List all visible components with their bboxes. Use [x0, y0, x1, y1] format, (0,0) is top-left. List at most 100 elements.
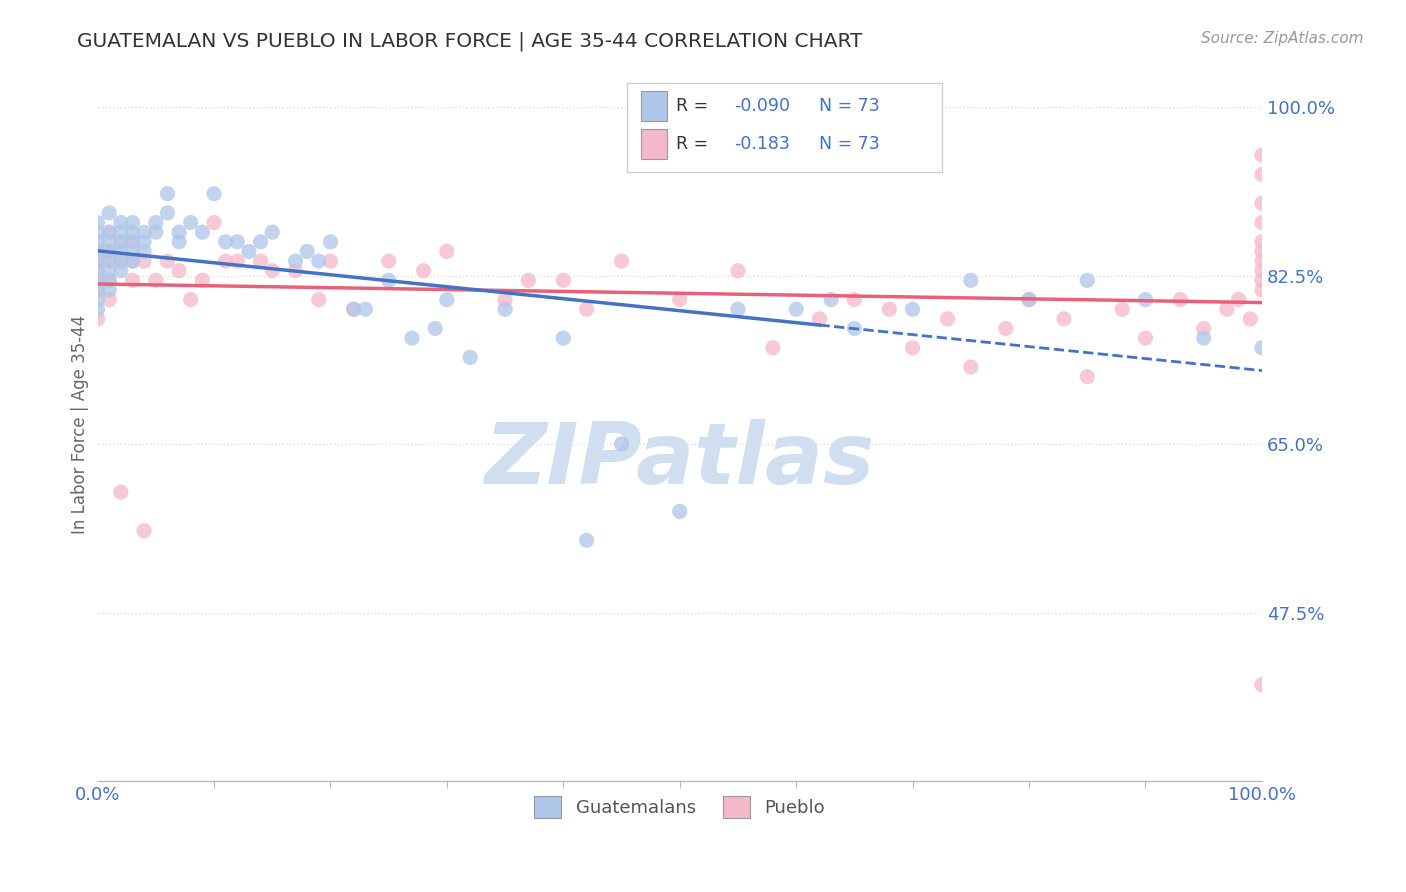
Point	[86, 283, 108, 297]
Point	[1251, 341, 1274, 355]
Point	[145, 225, 167, 239]
Point	[1053, 311, 1076, 326]
Point	[110, 225, 132, 239]
Point	[98, 244, 121, 259]
Point	[1251, 196, 1274, 211]
Point	[1227, 293, 1250, 307]
Point	[110, 235, 132, 249]
Point	[98, 273, 121, 287]
Point	[121, 254, 143, 268]
Point	[180, 293, 202, 307]
Point	[86, 302, 108, 317]
Point	[86, 263, 108, 277]
FancyBboxPatch shape	[641, 91, 666, 120]
Point	[377, 273, 399, 287]
Text: ZIPatlas: ZIPatlas	[485, 419, 875, 502]
Point	[377, 254, 399, 268]
Point	[808, 311, 831, 326]
Point	[1135, 293, 1157, 307]
FancyBboxPatch shape	[627, 83, 942, 172]
Point	[1251, 263, 1274, 277]
Point	[145, 216, 167, 230]
Point	[110, 235, 132, 249]
Point	[134, 254, 156, 268]
Point	[553, 273, 575, 287]
Point	[284, 263, 307, 277]
Point	[156, 206, 179, 220]
Text: -0.183: -0.183	[734, 135, 790, 153]
Point	[436, 293, 458, 307]
Point	[319, 254, 342, 268]
Point	[238, 244, 260, 259]
Point	[167, 225, 190, 239]
Point	[1251, 678, 1274, 692]
Point	[98, 283, 121, 297]
Point	[1192, 331, 1215, 345]
Point	[936, 311, 959, 326]
Point	[762, 341, 785, 355]
Point	[1076, 273, 1098, 287]
Text: R =: R =	[676, 96, 714, 114]
Point	[553, 331, 575, 345]
Point	[86, 273, 108, 287]
Point	[180, 216, 202, 230]
Point	[98, 206, 121, 220]
Point	[959, 273, 981, 287]
Point	[879, 302, 901, 317]
Point	[354, 302, 377, 317]
Point	[959, 359, 981, 374]
Point	[202, 186, 225, 201]
Legend: Guatemalans, Pueblo: Guatemalans, Pueblo	[527, 789, 832, 825]
Point	[1251, 283, 1274, 297]
Point	[98, 235, 121, 249]
Point	[86, 273, 108, 287]
Point	[412, 263, 434, 277]
Y-axis label: In Labor Force | Age 35-44: In Labor Force | Age 35-44	[72, 315, 89, 534]
Point	[98, 254, 121, 268]
Point	[610, 437, 633, 451]
Point	[575, 302, 598, 317]
Point	[226, 235, 249, 249]
Point	[844, 293, 866, 307]
Point	[727, 302, 749, 317]
Point	[134, 225, 156, 239]
Point	[86, 311, 108, 326]
Point	[727, 263, 749, 277]
Point	[214, 254, 236, 268]
Point	[98, 244, 121, 259]
Point	[668, 293, 690, 307]
Point	[145, 273, 167, 287]
Point	[121, 244, 143, 259]
Point	[86, 254, 108, 268]
Point	[844, 321, 866, 335]
Point	[308, 293, 330, 307]
Point	[1251, 254, 1274, 268]
Point	[110, 254, 132, 268]
Point	[343, 302, 366, 317]
Point	[284, 254, 307, 268]
Point	[86, 216, 108, 230]
Point	[436, 244, 458, 259]
Point	[86, 244, 108, 259]
Point	[1018, 293, 1040, 307]
Point	[494, 293, 516, 307]
Point	[1018, 293, 1040, 307]
Point	[191, 273, 214, 287]
Point	[110, 254, 132, 268]
Point	[98, 225, 121, 239]
Point	[202, 216, 225, 230]
Point	[820, 293, 842, 307]
Point	[191, 225, 214, 239]
Point	[156, 186, 179, 201]
FancyBboxPatch shape	[641, 129, 666, 159]
Text: -0.090: -0.090	[734, 96, 790, 114]
Point	[610, 254, 633, 268]
Text: N = 73: N = 73	[820, 135, 880, 153]
Point	[134, 235, 156, 249]
Point	[262, 263, 284, 277]
Point	[1135, 331, 1157, 345]
Point	[98, 293, 121, 307]
Point	[86, 293, 108, 307]
Point	[249, 254, 271, 268]
Point	[167, 235, 190, 249]
